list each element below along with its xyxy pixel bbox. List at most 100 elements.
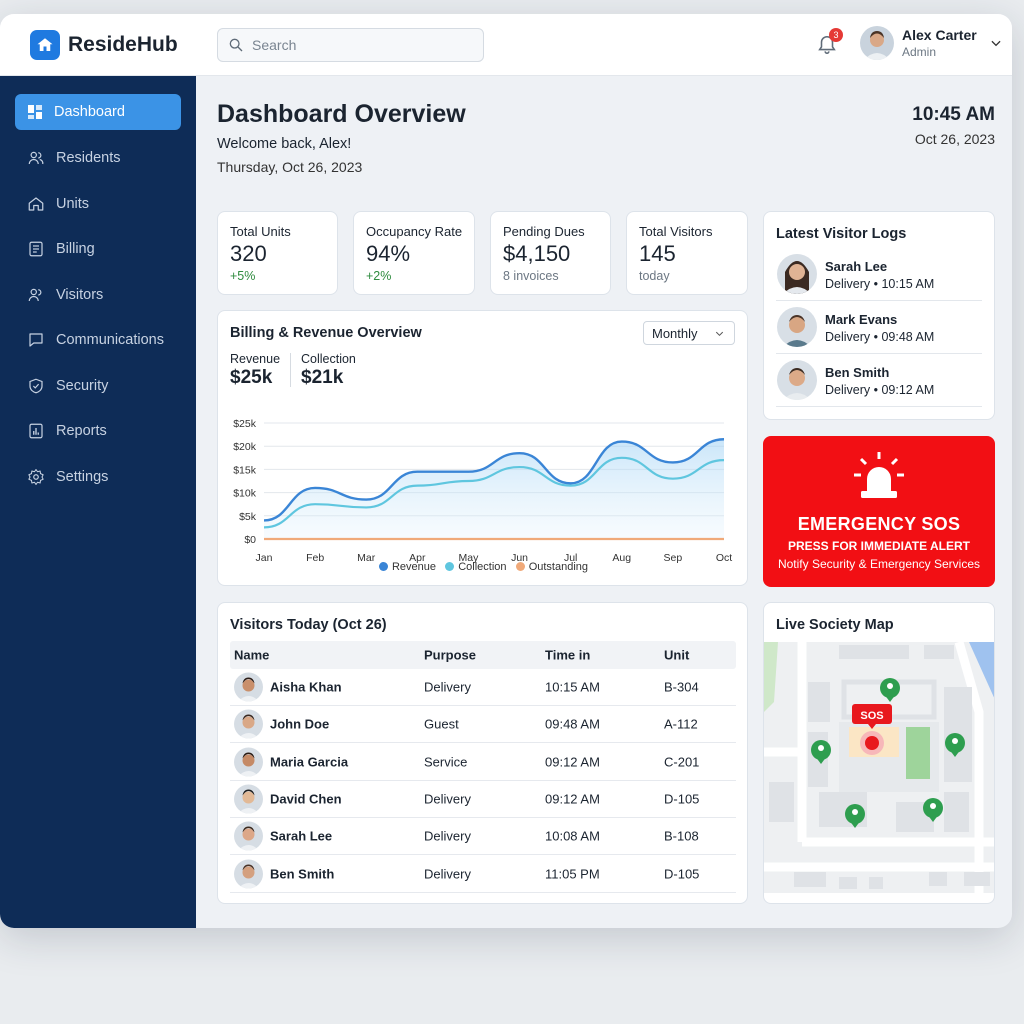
sidebar-item-dashboard[interactable]: Dashboard bbox=[15, 94, 181, 130]
legend-revenue: Revenue bbox=[378, 561, 436, 573]
visitors-today-title: Visitors Today (Oct 26) bbox=[230, 617, 387, 633]
visitor-logs-card: Latest Visitor Logs Sarah Lee Delivery •… bbox=[763, 211, 995, 420]
table-row[interactable]: Sarah Lee Delivery 10:08 AM B-108 bbox=[230, 818, 736, 856]
period-dropdown[interactable]: Monthly bbox=[643, 321, 735, 345]
visitor-unit: D-105 bbox=[664, 866, 700, 881]
table-row[interactable]: Ben Smith Delivery 11:05 PM D-105 bbox=[230, 856, 736, 893]
sidebar-item-settings[interactable]: Settings bbox=[15, 459, 181, 495]
visitor-unit: A-112 bbox=[664, 716, 698, 732]
alarm-siren-icon bbox=[854, 452, 904, 498]
sidebar-item-label: Reports bbox=[56, 423, 107, 439]
avatar bbox=[234, 709, 263, 739]
x-tick-label: Feb bbox=[306, 552, 324, 564]
column-header[interactable]: Unit bbox=[664, 647, 690, 663]
chevron-down-icon bbox=[715, 331, 723, 336]
column-header[interactable]: Name bbox=[234, 647, 270, 663]
table-row[interactable]: Maria Garcia Service 09:12 AM C-201 bbox=[230, 744, 736, 781]
column-header[interactable]: Purpose bbox=[424, 647, 477, 663]
sidebar-item-security[interactable]: Security bbox=[15, 368, 181, 404]
visitor-log-item[interactable]: Ben Smith Delivery • 09:12 AM bbox=[776, 354, 982, 407]
table-row[interactable]: Aisha Khan Delivery 10:15 AM B-304 bbox=[230, 669, 736, 706]
divider bbox=[290, 353, 291, 387]
stat-card-pending-dues[interactable]: Pending Dues $4,150 8 invoices bbox=[490, 211, 611, 295]
visitor-purpose: Delivery bbox=[424, 828, 471, 844]
sidebar-item-label: Settings bbox=[56, 469, 109, 485]
y-tick-label: $15k bbox=[233, 464, 257, 476]
legend-collection: Collection bbox=[445, 561, 507, 573]
sos-map-pin[interactable]: SOS bbox=[852, 704, 892, 755]
visitor-purpose: Delivery bbox=[424, 679, 471, 695]
stat-label: Occupancy Rate bbox=[366, 224, 463, 239]
x-tick-label: Jul bbox=[564, 552, 577, 564]
society-map[interactable]: SOS bbox=[764, 642, 995, 893]
y-tick-label: $10k bbox=[233, 488, 257, 500]
revenue-value: $25k bbox=[230, 367, 273, 388]
sidebar: Dashboard Residents Units Billing Visito… bbox=[0, 76, 196, 928]
collection-label: Collection bbox=[301, 352, 356, 366]
visitor-name: John Doe bbox=[270, 716, 330, 732]
stat-label: Pending Dues bbox=[503, 224, 585, 239]
stat-card-total-visitors[interactable]: Total Visitors 145 today bbox=[626, 211, 748, 295]
billing-title: Billing & Revenue Overview bbox=[230, 325, 422, 341]
x-tick-label: Jan bbox=[256, 552, 273, 564]
home-logo-icon bbox=[30, 30, 60, 60]
stat-card-occupancy[interactable]: Occupancy Rate 94% +2% bbox=[353, 211, 475, 295]
y-tick-label: $25k bbox=[233, 418, 257, 430]
sidebar-item-units[interactable]: Units bbox=[15, 186, 181, 222]
sidebar-item-billing[interactable]: Billing bbox=[15, 231, 181, 267]
sidebar-item-reports[interactable]: Reports bbox=[15, 413, 181, 449]
sos-subtitle: PRESS FOR IMMEDIATE ALERT bbox=[787, 539, 970, 553]
sidebar-item-residents[interactable]: Residents bbox=[15, 140, 181, 176]
y-tick-label: $0 bbox=[244, 534, 256, 546]
app-window: ResideHub 3 Alex Carter Admin Dashboard bbox=[0, 14, 1012, 928]
sidebar-item-label: Communications bbox=[56, 332, 164, 348]
visitor-name: Mark Evans bbox=[825, 312, 898, 327]
search-input[interactable] bbox=[252, 37, 472, 53]
stat-sub: 8 invoices bbox=[503, 269, 559, 283]
visitor-unit: B-304 bbox=[664, 679, 699, 695]
sidebar-item-visitors[interactable]: Visitors bbox=[15, 277, 181, 313]
stat-card-total-units[interactable]: Total Units 320 +5% bbox=[217, 211, 338, 295]
x-tick-label: Oct bbox=[716, 552, 732, 564]
visitor-log-item[interactable]: Sarah Lee Delivery • 10:15 AM bbox=[776, 248, 982, 301]
billing-icon bbox=[29, 241, 43, 257]
visitor-detail: Delivery • 09:12 AM bbox=[825, 383, 935, 397]
visitor-time: 10:08 AM bbox=[545, 828, 600, 844]
visitor-detail: Delivery • 09:48 AM bbox=[825, 330, 935, 344]
y-tick-label: $20k bbox=[233, 441, 257, 453]
visitor-purpose: Guest bbox=[424, 716, 459, 732]
revenue-chart: $0 $5k $10k $15k $20k $25k Jan Feb Mar Apr May Jun J… bbox=[233, 418, 732, 564]
x-tick-label: Aug bbox=[612, 552, 631, 564]
emergency-sos-button[interactable]: EMERGENCY SOS PRESS FOR IMMEDIATE ALERT … bbox=[763, 436, 995, 587]
x-tick-label: Jun bbox=[511, 552, 528, 564]
table-header: Name Purpose Time in Unit bbox=[230, 641, 736, 669]
brand[interactable]: ResideHub bbox=[30, 30, 178, 60]
visitor-name: Sarah Lee bbox=[270, 828, 333, 844]
stat-sub: today bbox=[639, 269, 670, 283]
sidebar-item-label: Dashboard bbox=[54, 104, 125, 120]
visitor-log-item[interactable]: Mark Evans Delivery • 09:48 AM bbox=[776, 301, 982, 354]
avatar bbox=[234, 821, 263, 851]
x-tick-label: May bbox=[459, 552, 480, 564]
visitor-unit: B-108 bbox=[664, 828, 699, 844]
avatar bbox=[777, 307, 817, 347]
user-menu[interactable]: Alex Carter Admin bbox=[860, 26, 1003, 60]
x-tick-label: Sep bbox=[664, 552, 683, 564]
search-box[interactable] bbox=[217, 28, 484, 62]
current-date: Thursday, Oct 26, 2023 bbox=[217, 159, 363, 175]
visitor-time: 10:15 AM bbox=[545, 679, 600, 695]
page-title: Dashboard Overview bbox=[217, 100, 466, 128]
column-header[interactable]: Time in bbox=[545, 647, 591, 663]
table-row[interactable]: John Doe Guest 09:48 AM A-112 bbox=[230, 706, 736, 744]
table-row[interactable]: David Chen Delivery 09:12 AM D-105 bbox=[230, 781, 736, 818]
visitor-logs-title: Latest Visitor Logs bbox=[776, 226, 907, 242]
sidebar-item-communications[interactable]: Communications bbox=[15, 322, 181, 358]
sos-title: EMERGENCY SOS bbox=[797, 514, 961, 534]
chevron-down-icon bbox=[991, 40, 1001, 47]
visitor-unit: D-105 bbox=[664, 791, 700, 807]
stat-change: +5% bbox=[230, 269, 256, 283]
stat-label: Total Units bbox=[230, 224, 291, 239]
visitor-purpose: Delivery bbox=[424, 791, 471, 807]
gear-icon bbox=[28, 468, 44, 486]
sidebar-item-label: Residents bbox=[56, 150, 121, 166]
